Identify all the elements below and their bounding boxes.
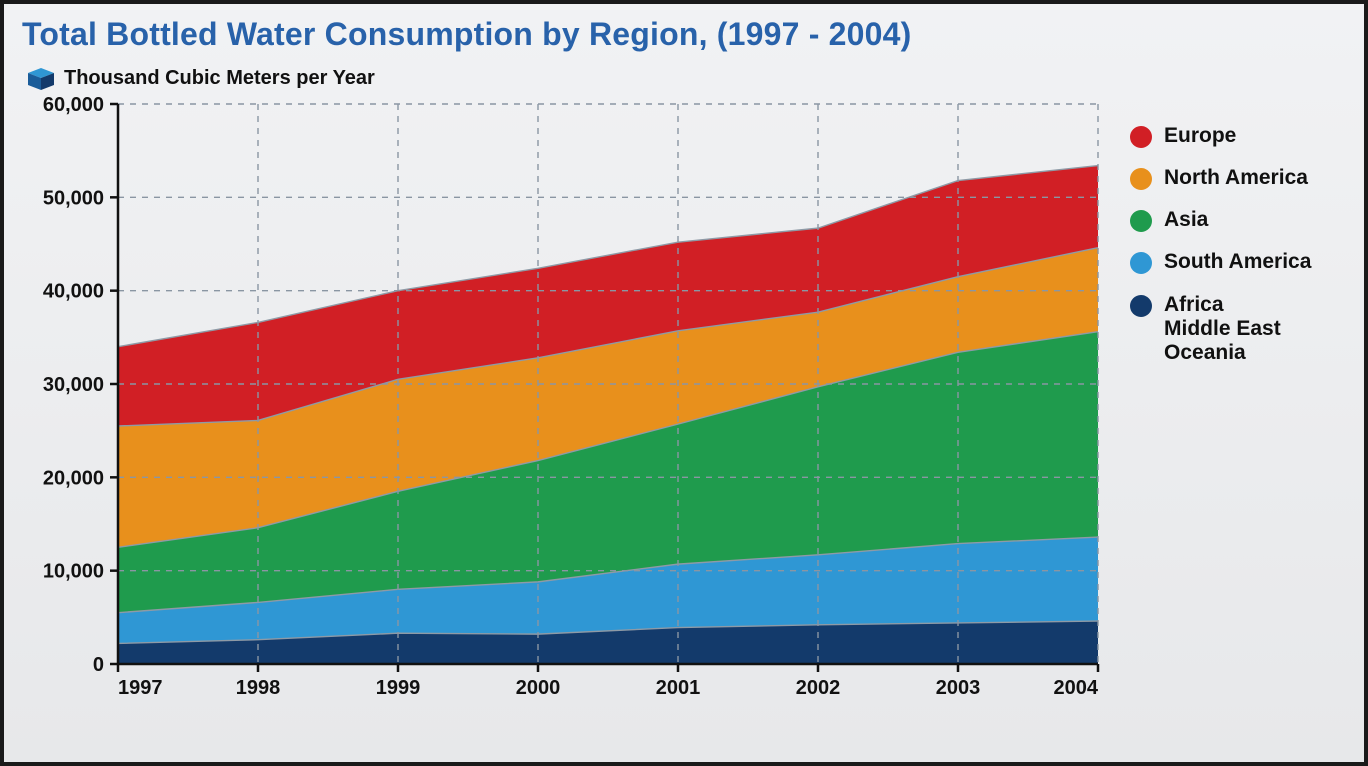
y-tick-label: 0 <box>93 654 104 676</box>
x-tick-label: 1999 <box>376 677 421 699</box>
legend-swatch <box>1130 295 1152 317</box>
x-tick-label: 2002 <box>796 677 841 699</box>
legend-swatch <box>1130 168 1152 190</box>
legend-item-europe: Europe <box>1130 124 1311 148</box>
legend-swatch <box>1130 252 1152 274</box>
x-tick-label: 1997 <box>118 677 163 699</box>
legend-item-north-america: North America <box>1130 166 1311 190</box>
legend: Europe North America Asia South America Afri… <box>1130 124 1311 383</box>
y-tick-label: 50,000 <box>43 187 104 209</box>
x-tick-label: 2003 <box>936 677 981 699</box>
subtitle-row: Thousand Cubic Meters per Year <box>28 67 1334 90</box>
legend-label: Africa Middle East Oceania <box>1164 293 1281 365</box>
chart-frame: Total Bottled Water Consumption by Regio… <box>0 0 1368 766</box>
stacked-area-chart: 0 10,000 20,000 30,000 40,000 50,000 60,000 199… <box>22 94 1108 714</box>
y-tick-label: 20,000 <box>43 467 104 489</box>
x-tick-label: 2004 <box>1054 677 1099 699</box>
legend-label: Europe <box>1164 124 1236 148</box>
legend-label: North America <box>1164 166 1308 190</box>
y-tick-label: 10,000 <box>43 561 104 583</box>
chart-row: 0 10,000 20,000 30,000 40,000 50,000 60,000 199… <box>22 94 1334 714</box>
x-tick-label: 2001 <box>656 677 701 699</box>
x-tick-label: 2000 <box>516 677 561 699</box>
chart-title: Total Bottled Water Consumption by Regio… <box>22 16 1334 53</box>
y-tick-label: 30,000 <box>43 374 104 396</box>
legend-item-africa-middle-east-oceania: Africa Middle East Oceania <box>1130 293 1311 365</box>
legend-swatch <box>1130 126 1152 148</box>
legend-item-south-america: South America <box>1130 250 1311 274</box>
legend-item-asia: Asia <box>1130 208 1311 232</box>
legend-label: Asia <box>1164 208 1208 232</box>
cube-icon <box>28 68 54 90</box>
x-tick-label: 1998 <box>236 677 281 699</box>
legend-swatch <box>1130 210 1152 232</box>
y-axis-unit-label: Thousand Cubic Meters per Year <box>64 67 375 90</box>
y-tick-label: 60,000 <box>43 94 104 116</box>
y-tick-label: 40,000 <box>43 281 104 303</box>
legend-label: South America <box>1164 250 1311 274</box>
